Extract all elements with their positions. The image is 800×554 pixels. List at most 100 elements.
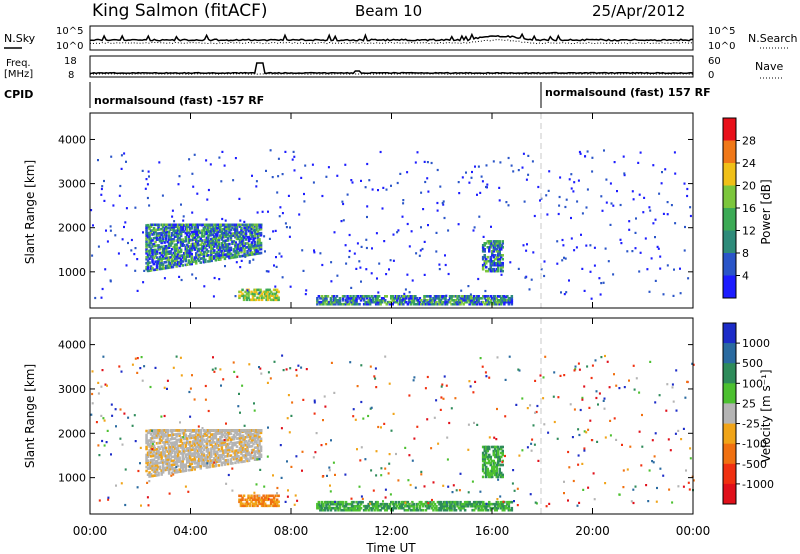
heatmap-cell (232, 248, 236, 251)
heatmap-cell (595, 390, 598, 393)
heatmap-cell (465, 504, 468, 508)
heatmap-cell (254, 498, 258, 502)
heatmap-cell (402, 506, 405, 510)
heatmap-cell (175, 443, 178, 446)
heatmap-cell (503, 299, 506, 302)
heatmap-cell (442, 502, 446, 506)
heatmap-cell (271, 294, 274, 298)
heatmap-cell (247, 429, 251, 432)
heatmap-cell (481, 267, 485, 271)
heatmap-cell (486, 300, 489, 304)
heatmap-cell (222, 461, 225, 464)
heatmap-cell (202, 229, 206, 232)
heatmap-cell (338, 502, 342, 506)
heatmap-cell (335, 300, 339, 304)
heatmap-cell (393, 504, 396, 508)
heatmap-cell (250, 241, 254, 244)
colorbar-swatch (723, 275, 736, 299)
heatmap-cell (405, 502, 408, 506)
heatmap-cell (372, 489, 375, 492)
heatmap-cell (463, 297, 467, 300)
heatmap-cell (249, 225, 252, 229)
heatmap-cell (178, 246, 181, 250)
heatmap-cell (199, 445, 202, 448)
heatmap-cell (491, 473, 494, 477)
heatmap-cell (615, 384, 618, 387)
heatmap-cell (164, 446, 168, 450)
heatmap-cell (388, 502, 391, 506)
heatmap-cell (169, 266, 172, 269)
heatmap-cell (377, 300, 381, 304)
heatmap-cell (166, 434, 169, 437)
heatmap-cell (419, 249, 422, 252)
heatmap-cell (179, 421, 181, 424)
heatmap-cell (289, 285, 292, 288)
heatmap-cell (466, 504, 470, 508)
heatmap-cell (301, 450, 304, 453)
heatmap-cell (214, 429, 218, 432)
heatmap-cell (158, 233, 162, 237)
heatmap-cell (170, 474, 173, 477)
heatmap-cell (441, 202, 444, 205)
heatmap-cell (384, 355, 387, 358)
heatmap-cell (374, 302, 378, 306)
heatmap-cell (488, 240, 491, 243)
heatmap-cell (202, 444, 206, 448)
heatmap-cell (187, 461, 190, 464)
heatmap-cell (563, 256, 565, 259)
heatmap-cell (225, 482, 228, 485)
heatmap-cell (187, 443, 190, 446)
heatmap-cell (240, 242, 243, 246)
heatmap-cell (567, 499, 569, 502)
heatmap-cell (169, 437, 172, 441)
heatmap-cell (232, 451, 236, 455)
colorbar-swatch (723, 483, 736, 505)
heatmap-cell (202, 260, 206, 264)
heatmap-cell (256, 292, 259, 296)
heatmap-cell (380, 299, 384, 302)
heatmap-cell (222, 443, 225, 447)
heatmap-cell (216, 458, 219, 461)
heatmap-cell (151, 448, 154, 451)
heatmap-cell (252, 436, 255, 440)
heatmap-cell (258, 439, 261, 443)
heatmap-cell (226, 249, 230, 252)
colorbar-tick-label: 12 (742, 225, 756, 238)
heatmap-cell (193, 223, 196, 227)
heatmap-cell (173, 231, 177, 235)
heatmap-cell (573, 369, 576, 372)
search-noise-line (89, 38, 694, 45)
heatmap-cell (274, 500, 277, 504)
heatmap-cell (376, 502, 379, 506)
heatmap-cell (272, 298, 276, 302)
heatmap-cell (207, 226, 210, 229)
heatmap-cell (384, 488, 387, 491)
heatmap-cell (450, 297, 453, 300)
heatmap-cell (205, 454, 209, 457)
heatmap-cell (155, 223, 159, 227)
heatmap-cell (195, 437, 198, 441)
heatmap-cell (193, 442, 196, 445)
heatmap-cell (190, 242, 193, 246)
heatmap-cell (173, 453, 177, 456)
heatmap-cell (320, 500, 324, 504)
heatmap-cell (445, 302, 449, 306)
heatmap-cell (222, 243, 225, 247)
heatmap-cell (457, 300, 461, 304)
heatmap-cell (202, 258, 206, 262)
heatmap-cell (368, 299, 372, 302)
heatmap-cell (465, 300, 468, 304)
heatmap-cell (501, 473, 504, 477)
heatmap-cell (374, 300, 378, 304)
heatmap-cell (388, 504, 391, 508)
heatmap-cell (250, 429, 254, 432)
heatmap-cell (169, 264, 172, 267)
heatmap-cell (154, 460, 157, 463)
heatmap-cell (561, 259, 564, 262)
heatmap-cell (492, 297, 495, 300)
heatmap-cell (210, 257, 213, 261)
heatmap-cell (266, 298, 270, 302)
heatmap-cell (169, 453, 172, 457)
heatmap-cell (497, 475, 500, 479)
heatmap-cell (166, 240, 169, 244)
